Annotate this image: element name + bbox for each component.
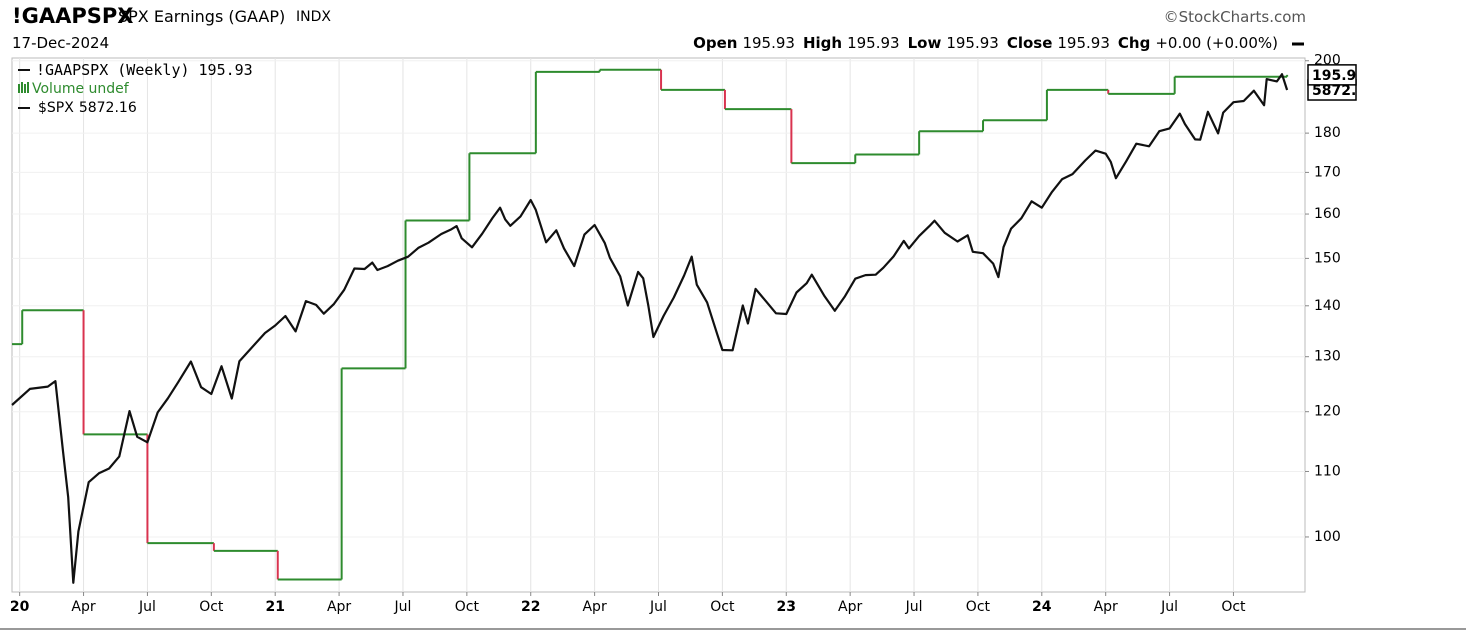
quote-label: Low	[907, 34, 942, 52]
last-value-box	[1307, 64, 1357, 86]
x-tick-label: Apr	[1094, 599, 1118, 615]
quote-value: 195.93	[1057, 34, 1110, 52]
x-tick-label: Jul	[138, 599, 156, 615]
symbol: !GAAPSPX	[12, 4, 134, 28]
quote-item: Close 195.93	[1007, 34, 1110, 52]
quote: Open 195.93 High 195.93 Low 195.93 Close 195.93…	[693, 34, 1286, 52]
y-tick-label: 180	[1314, 125, 1341, 141]
copyright: ©StockCharts.com	[1163, 8, 1306, 26]
quote-label: Chg	[1117, 34, 1151, 52]
quote-value: 195.93	[847, 34, 900, 52]
y-tick-label: 160	[1314, 206, 1341, 222]
right-mask	[1357, 0, 1466, 620]
quote-label: Close	[1006, 34, 1053, 52]
quote-item: Chg +0.00 (+0.00%)	[1118, 34, 1278, 52]
x-tick-label: Oct	[455, 599, 480, 615]
volume-icon	[21, 82, 23, 93]
legend-value: 5872.16	[79, 100, 137, 116]
y-tick-label: 150	[1314, 250, 1341, 266]
exchange: INDX	[296, 9, 331, 25]
legend-entry: $SPX 5872.16	[38, 100, 137, 116]
quote-value: 195.93	[946, 34, 999, 52]
quote-value: +0.00 (+0.00%)	[1155, 34, 1278, 52]
legend-note: Volume undef	[32, 81, 130, 97]
legend-name: !GAAPSPX (Weekly)	[36, 61, 190, 79]
x-tick-label: Apr	[71, 599, 95, 615]
quote-item: High 195.93	[803, 34, 900, 52]
legend-entry: !GAAPSPX (Weekly) 195.93	[36, 61, 253, 79]
last-value-label: 195.93	[1312, 68, 1366, 84]
legend-name: $SPX	[38, 100, 74, 116]
quote-label: High	[802, 34, 843, 52]
y-tick-label: 120	[1314, 404, 1341, 420]
y-tick-label: 110	[1314, 463, 1341, 479]
volume-icon	[18, 84, 20, 93]
y-tick-label: 130	[1314, 349, 1341, 365]
quote-item: Open 195.93	[693, 34, 795, 52]
x-tick-label: 21	[265, 599, 284, 615]
quote-value: 195.93	[742, 34, 795, 52]
x-tick-label: Jul	[649, 599, 667, 615]
x-tick-label: 22	[521, 599, 540, 615]
x-tick-label: Apr	[327, 599, 351, 615]
x-tick-label: Oct	[199, 599, 224, 615]
quote-label: Open	[693, 34, 738, 52]
y-tick-label: 170	[1314, 164, 1341, 180]
x-tick-label: Jul	[1160, 599, 1178, 615]
x-tick-label: Apr	[838, 599, 862, 615]
price-line	[11, 73, 1289, 584]
volume-icon	[24, 84, 26, 93]
x-tick-label: Jul	[394, 599, 412, 615]
y-tick-label: 140	[1314, 298, 1341, 314]
x-tick-label: Oct	[1221, 599, 1246, 615]
legend-value: 195.93	[199, 61, 253, 79]
x-tick-label: 20	[10, 599, 30, 615]
x-tick-label: Apr	[582, 599, 606, 615]
x-tick-label: 24	[1032, 599, 1052, 615]
quote-item: Low 195.93	[908, 34, 999, 52]
x-tick-label: Oct	[966, 599, 991, 615]
x-tick-label: Oct	[710, 599, 735, 615]
x-tick-label: Jul	[905, 599, 923, 615]
volume-icon	[27, 82, 29, 93]
y-tick-label: 100	[1314, 529, 1341, 545]
date: 17-Dec-2024	[12, 34, 110, 52]
x-tick-label: 23	[777, 599, 796, 615]
description: SPX Earnings (GAAP)	[118, 7, 286, 26]
